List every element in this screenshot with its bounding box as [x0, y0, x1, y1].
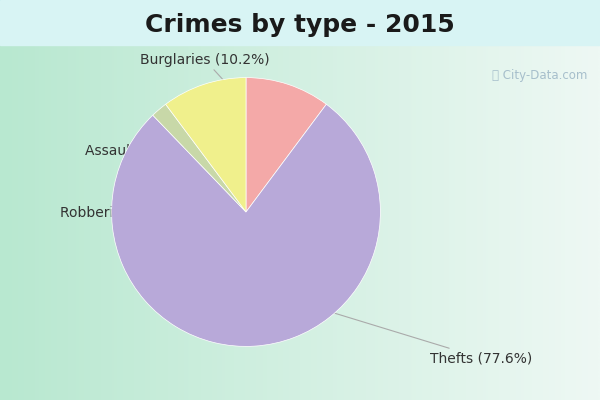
Text: Thefts (77.6%): Thefts (77.6%)	[251, 288, 532, 365]
Text: Assaults (10.2%): Assaults (10.2%)	[85, 132, 221, 157]
Text: Robberies (2.0%): Robberies (2.0%)	[60, 147, 194, 219]
Bar	[0, 0, 600, 45]
Wedge shape	[246, 78, 326, 212]
Wedge shape	[112, 104, 380, 346]
Text: Burglaries (10.2%): Burglaries (10.2%)	[140, 53, 271, 132]
Wedge shape	[153, 104, 246, 212]
Wedge shape	[166, 78, 246, 212]
Text: ⓘ City-Data.com: ⓘ City-Data.com	[493, 68, 587, 82]
Text: Crimes by type - 2015: Crimes by type - 2015	[145, 13, 455, 37]
